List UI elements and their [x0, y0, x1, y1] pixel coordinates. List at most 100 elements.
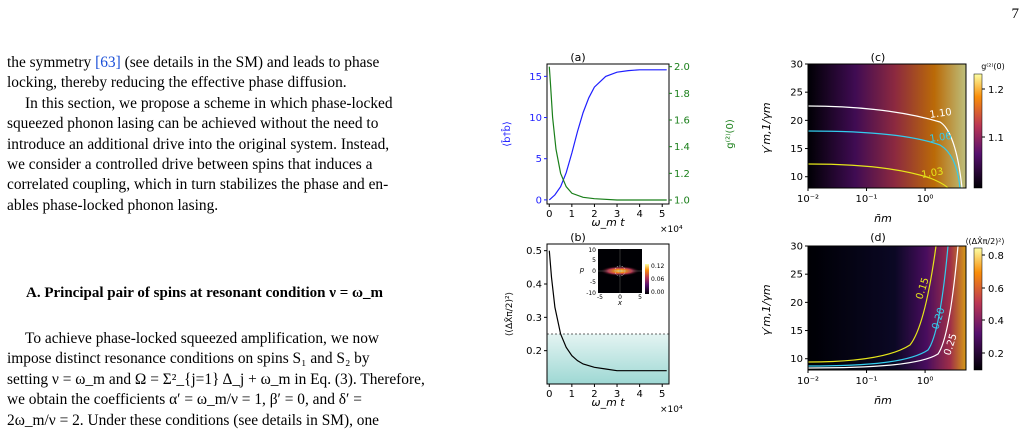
x-tick-label: 3: [614, 389, 620, 400]
y-tick-label: 15: [790, 144, 803, 155]
text-line: setting ν = ω_m and Ω = Σ²_{j=1} Δ_j + ω…: [7, 370, 425, 388]
panel-c-ylabel: γ′m,1/γm: [760, 102, 773, 153]
y-tick-label: 10: [790, 354, 803, 365]
x-tick-label: 10⁻¹: [856, 194, 878, 205]
inset-cb-tick: 0.12: [651, 263, 665, 270]
y-tick-label: 0.5: [526, 246, 542, 257]
paragraph-body: To achieve phase-locked squeezed amplifi…: [7, 329, 462, 431]
contour-label: 1.03: [921, 166, 945, 181]
x-tick-label: 5: [659, 389, 665, 400]
x-tick-label: 5: [659, 209, 665, 220]
panel-a-label: (a): [570, 51, 585, 64]
y-tick-label: 20: [790, 116, 803, 127]
inset-wigner: 0.12 0.06 0.00 -5 0 5 x 10 5 0 -5 -10 p: [579, 247, 665, 307]
panel-b-xlabel: ω_m t: [591, 396, 625, 409]
text-line: impose distinct resonance conditions on …: [7, 350, 370, 368]
contour-c-106: [807, 130, 961, 189]
panel-c-cb-title: g⁽²⁾(0): [981, 62, 1005, 71]
panel-a-frame: [546, 63, 670, 205]
x-tick-label: 0: [546, 389, 552, 400]
panel-c-label: (c): [871, 51, 886, 64]
inset-xlabel: x: [617, 299, 623, 307]
y-tick-label: 30: [790, 60, 803, 71]
x-tick-label: 10⁻²: [797, 194, 819, 205]
panel-a-ylabel-left: ⟨b̂†b̂⟩: [500, 121, 513, 147]
x-tick-label: 4: [636, 209, 642, 220]
heatmap-c-shade: [808, 64, 966, 188]
x-tick-label: 2: [591, 209, 597, 220]
x-tick-label: 10⁻²: [797, 376, 819, 387]
paragraph-intro: the symmetry [63] (see details in the SM…: [7, 53, 462, 216]
contour-d-025: [807, 245, 959, 369]
panel-d-frame: [807, 245, 967, 371]
inset-x-tick: -5: [597, 294, 603, 301]
panel-d: (d) ⟨(ΔX̂π/2)²⟩ 0.15 0.20 0.25 0.8 0.6 0…: [760, 231, 1005, 407]
panel-b-label: (b): [570, 231, 586, 244]
citation-link[interactable]: [63]: [95, 54, 121, 71]
panel-a-xlabel: ω_m t: [591, 216, 625, 229]
y-tick-label: 30: [790, 242, 803, 253]
x-tick-label: 3: [614, 209, 620, 220]
panel-b-ylabel: ⟨(ΔX̂π/2)²⟩: [503, 292, 515, 336]
panel-a: (a) 0 1 2 3 4 5 0 5 10 15 1.0 1.2 1.4 1.6 1.8 2.0 ω_m…: [500, 51, 736, 235]
cb-tick: 0.6: [988, 284, 1004, 295]
heatmap-d-shade: [808, 246, 966, 370]
inset-ylabel: p: [579, 266, 585, 274]
series-line-occupation: [548, 69, 667, 201]
series-line-g2: [548, 66, 667, 201]
contour-label: 1.06: [929, 131, 953, 145]
inset-colorbar: [645, 264, 649, 294]
inset-cb-tick: 0.06: [651, 276, 665, 283]
panel-d-ylabel: γ′m,1/γm: [760, 284, 773, 335]
text-line: ables phase-locked phonon lasing.: [7, 196, 219, 214]
y-tick-label: 0.2: [526, 346, 542, 357]
y-tick-label: 2.0: [674, 62, 690, 73]
text-line: 2ω_m/ν = 2. Under these conditions (see …: [7, 411, 379, 429]
cb-tick: 0.2: [988, 349, 1004, 360]
panel-c-xlabel: n̄m: [874, 212, 892, 225]
inset-x-tick: 5: [638, 294, 642, 301]
section-heading: A. Principal pair of spins at resonant c…: [26, 285, 383, 301]
heatmap-d: [808, 246, 966, 370]
x-tick-label: 10⁻¹: [856, 376, 878, 387]
contour-d-020: [807, 245, 949, 367]
cb-tick: 1.2: [988, 85, 1004, 96]
series-line-variance: [548, 250, 667, 372]
page-number: 7: [1011, 6, 1020, 22]
inset-y-tick: 10: [588, 247, 596, 254]
x-tick-label: 0: [546, 209, 552, 220]
cb-tick: 1.1: [988, 133, 1004, 144]
contour-label: 1.10: [929, 107, 953, 121]
text-line: locking, thereby reducing the effective …: [7, 74, 347, 92]
x-tick-label: 2: [591, 389, 597, 400]
y-tick-label: 1.0: [674, 196, 690, 207]
y-tick-label: 10: [529, 113, 542, 124]
inset-y-tick: -10: [586, 290, 596, 297]
contour-c-103: [807, 163, 949, 189]
colorbar-d: [973, 247, 983, 371]
text-line: To achieve phase-locked squeezed amplifi…: [25, 330, 380, 347]
y-tick-label: 15: [790, 326, 803, 337]
panel-d-label: (d): [870, 231, 886, 244]
panel-d-cb-title: ⟨(ΔX̂π/2)²⟩: [965, 236, 1004, 246]
y-tick-label: 1.2: [674, 169, 690, 180]
text-line: correlated coupling, which in turn stabi…: [7, 176, 389, 194]
text-line: we consider a controlled drive between s…: [7, 156, 373, 174]
panel-b: (b) 0 1 2 3 4 5 0.2 0.3 0.4 0.5 ω_m t ×10⁴ ⟨(ΔX̂…: [503, 231, 683, 415]
inset-y-tick: 0: [592, 268, 596, 275]
x-tick-label: 1: [569, 209, 575, 220]
colorbar-c: [973, 73, 983, 189]
panel-d-xlabel: n̄m: [874, 394, 892, 407]
contour-c-110: [807, 105, 963, 189]
y-tick-label: 1.6: [674, 116, 690, 127]
y-tick-label: 25: [790, 88, 803, 99]
y-tick-label: 0.4: [526, 280, 542, 291]
inset-x-tick: 0: [618, 294, 622, 301]
inset-cb-tick: 0.00: [651, 289, 665, 296]
panel-a-x-multiplier: ×10⁴: [660, 225, 683, 235]
inset-y-tick: -5: [590, 279, 596, 286]
panel-c: (c) g⁽²⁾(0) 1.10 1.06 1.03 1.2 1.1 10⁻² 1…: [760, 51, 1005, 225]
x-tick-label: 1: [569, 389, 575, 400]
y-tick-label: 1.4: [674, 142, 690, 153]
